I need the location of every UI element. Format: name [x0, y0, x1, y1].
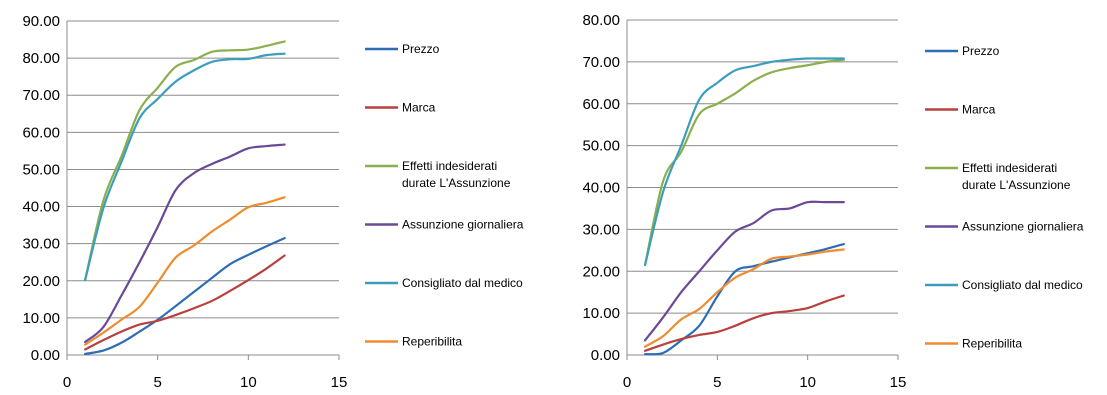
series-line-1 — [84, 237, 286, 355]
legend-label: Assunzione giornaliera — [402, 218, 524, 232]
series-line-2 — [643, 294, 845, 352]
y-tick-label: 10.00 — [582, 305, 620, 322]
x-tick-label: 5 — [153, 374, 161, 391]
y-tick-label: 0.00 — [31, 347, 60, 364]
series-line-5 — [643, 57, 845, 267]
y-tick-label: 0.00 — [591, 347, 620, 364]
y-tick-label: 20.00 — [582, 263, 620, 280]
y-tick-label: 50.00 — [582, 138, 620, 155]
y-tick-label: 60.00 — [582, 96, 620, 113]
legend-label: Effetti indesiderati durate L'Assunzione — [962, 161, 1071, 192]
y-tick-label: 80.00 — [22, 50, 60, 67]
series-line-1 — [643, 242, 845, 356]
chart-1: 0.00 10.00 20.00 30.00 40.00 50.00 60.00 70.00 8… — [22, 13, 523, 391]
legend-label: Marca — [402, 101, 436, 115]
legend-label: Consigliato dal medico — [402, 276, 523, 290]
legend-label: Assunzione giornaliera — [962, 220, 1084, 234]
legend-label: Reperibilita — [402, 335, 462, 349]
y-tick-label: 30.00 — [582, 221, 620, 238]
x-tick-label: 10 — [240, 374, 257, 391]
series-line-6 — [84, 196, 286, 346]
y-tick-label: 20.00 — [22, 273, 60, 290]
y-tick-label: 40.00 — [22, 199, 60, 216]
series-line-4 — [643, 200, 845, 342]
y-tick-label: 50.00 — [22, 161, 60, 178]
legend-label: Prezzo — [402, 42, 440, 56]
y-tick-label: 30.00 — [22, 236, 60, 253]
series-line-2 — [84, 254, 286, 351]
series-line-4 — [84, 143, 286, 344]
y-tick-label: 90.00 — [22, 13, 60, 30]
legend-label: Effetti indesiderati durate L'Assunzione — [402, 159, 511, 190]
y-tick-label: 60.00 — [22, 124, 60, 141]
x-tick-label: 0 — [63, 374, 71, 391]
x-tick-label: 0 — [623, 374, 631, 391]
legend-label: Prezzo — [962, 44, 1000, 58]
chart-2: 0.00 10.00 20.00 30.00 40.00 50.00 60.00 70.00 8… — [582, 12, 1083, 391]
legend-label: Reperibilita — [962, 337, 1022, 351]
x-tick-label: 15 — [331, 374, 348, 391]
x-tick-label: 5 — [713, 374, 721, 391]
y-tick-label: 40.00 — [582, 180, 620, 197]
series-line-3 — [84, 40, 286, 282]
y-tick-label: 10.00 — [22, 310, 60, 327]
x-tick-label: 15 — [890, 374, 907, 391]
legend-label: Marca — [962, 103, 996, 117]
x-tick-label: 10 — [799, 374, 816, 391]
series-line-5 — [84, 52, 286, 282]
y-tick-label: 70.00 — [22, 87, 60, 104]
series-line-6 — [643, 248, 845, 348]
y-tick-label: 70.00 — [582, 54, 620, 71]
legend-label: Consigliato dal medico — [962, 278, 1083, 292]
y-tick-label: 80.00 — [582, 12, 620, 29]
